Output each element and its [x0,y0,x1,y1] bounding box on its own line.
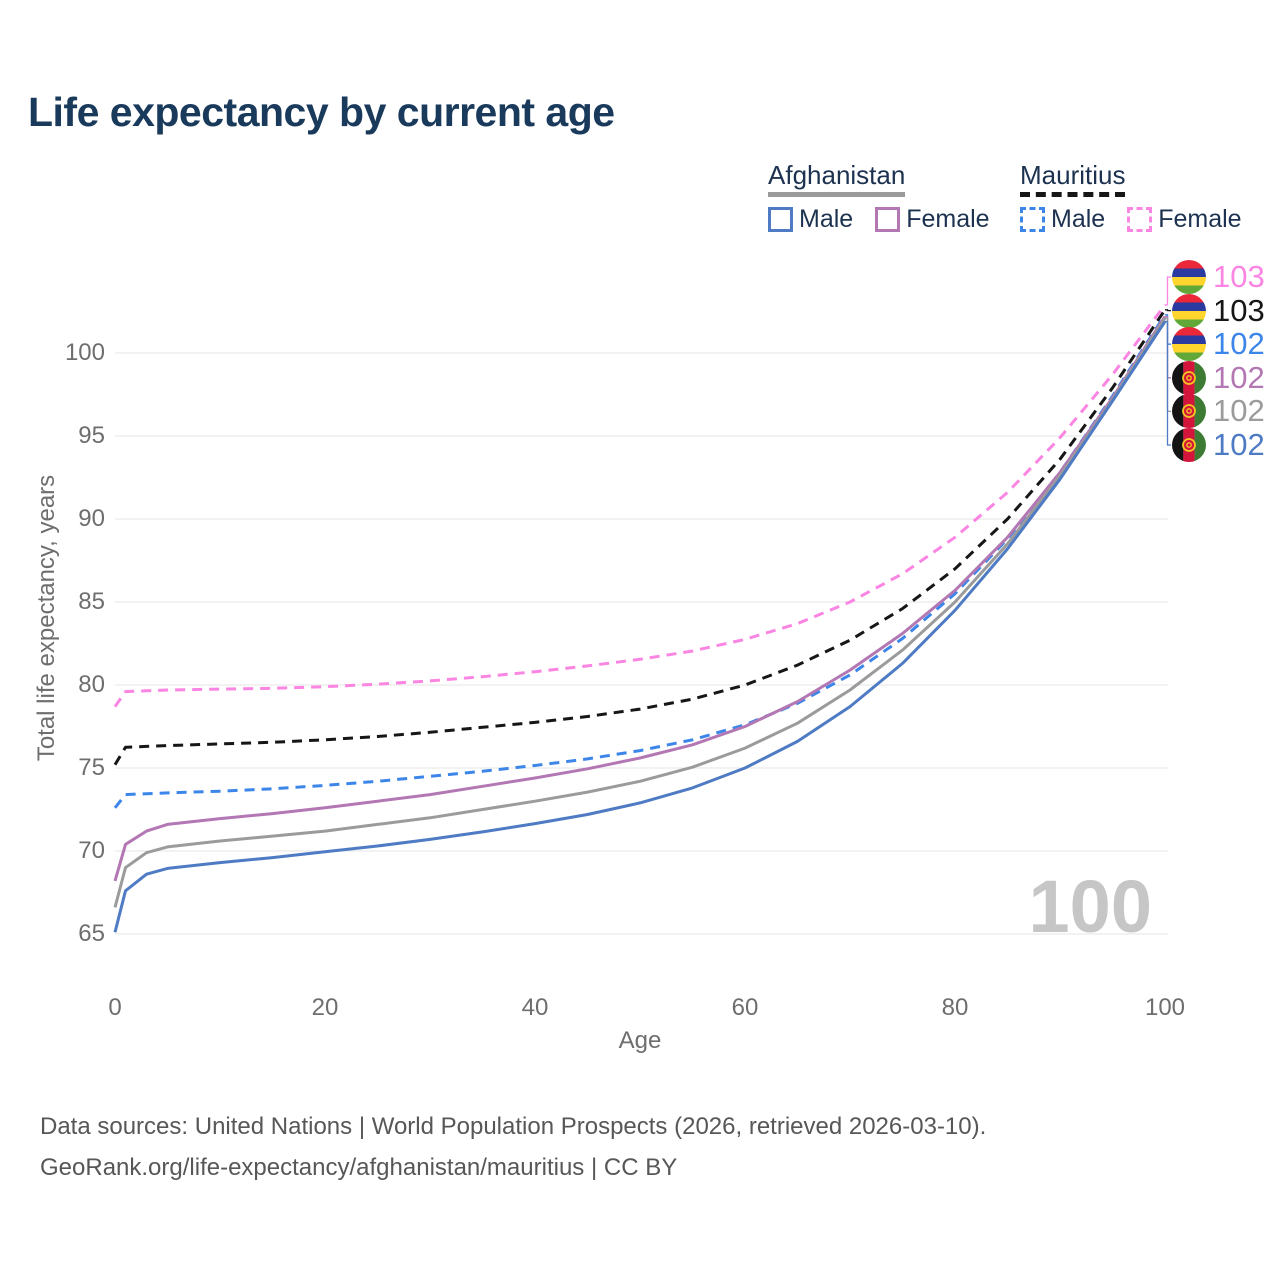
afghanistan-flag-icon [1172,428,1206,462]
end-value-afghanistan-both-sexes: 102 [1213,393,1265,429]
end-label-row-mauritius-both-sexes: 103 [1172,292,1265,328]
legend-country-afghanistan: Afghanistan [768,160,906,197]
legend-label-mauritius-male: Male [1051,205,1106,233]
end-value-afghanistan-female: 102 [1213,359,1265,395]
end-label-row-afghanistan-female: 102 [1172,359,1265,395]
end-value-mauritius-male: 102 [1213,326,1265,362]
x-tick-80: 80 [941,994,969,1021]
mauritius-male-swatch-icon [1020,206,1045,232]
x-tick-60: 60 [731,994,759,1021]
legend-item-mauritius-female[interactable]: Female [1127,205,1242,233]
x-tick-100: 100 [1144,994,1186,1021]
end-value-afghanistan-male: 102 [1213,427,1265,462]
afghanistan-male-swatch-icon [768,206,793,232]
series-line-mauritius-male [113,313,1167,809]
series-line-afghanistan-female [113,315,1167,882]
legend-group-mauritius: Mauritius Male Female [1020,160,1242,233]
end-label-row-mauritius-female: 103 [1172,260,1265,294]
legend-label-mauritius-female: Female [1158,205,1242,233]
end-label-row-afghanistan-both-sexes: 102 [1172,393,1265,429]
legend-item-mauritius-male[interactable]: Male [1020,205,1105,233]
legend-group-afghanistan: Afghanistan Male Female [768,160,990,233]
x-tick-40: 40 [521,994,549,1021]
y-tick-80: 80 [78,671,105,698]
afghanistan-flag-icon [1172,394,1206,429]
x-tick-20: 20 [311,994,339,1021]
leader-line-mauritius-female [1165,276,1171,306]
afghanistan-flag-icon [1172,360,1206,395]
footer-attribution: GeoRank.org/life-expectancy/afghanistan/… [40,1154,678,1181]
page-title: Life expectancy by current age [28,89,615,135]
legend-item-afghanistan-female[interactable]: Female [875,205,990,233]
end-value-mauritius-both-sexes: 103 [1213,292,1265,328]
end-value-mauritius-female: 103 [1213,259,1265,294]
age-watermark: 100 [1028,865,1152,948]
y-tick-95: 95 [78,422,105,449]
mauritius-flag-icon [1172,327,1206,362]
legend-country-mauritius: Mauritius [1020,160,1126,197]
legend-item-afghanistan-male[interactable]: Male [768,205,853,233]
end-label-row-afghanistan-male: 102 [1172,428,1265,462]
chart-legend: Afghanistan Male Female Mauritius Male [768,160,1280,240]
series-line-mauritius-both-sexes [113,308,1167,766]
y-tick-65: 65 [78,920,105,947]
y-tick-70: 70 [78,837,105,864]
x-tick-0: 0 [108,994,122,1021]
y-tick-75: 75 [78,754,105,781]
legend-label-afghanistan-female: Female [906,205,990,233]
end-label-row-mauritius-male: 102 [1172,326,1265,362]
y-tick-85: 85 [78,588,105,615]
series-line-afghanistan-male [113,320,1167,933]
legend-label-afghanistan-male: Male [799,205,854,233]
mauritius-flag-icon [1172,260,1206,294]
series-line-afghanistan-both-sexes [113,317,1167,908]
leader-line-afghanistan-male [1165,320,1171,446]
series-line-mauritius-female [113,303,1167,708]
leader-line-mauritius-both-sexes [1165,309,1171,312]
afghanistan-female-swatch-icon [875,206,901,232]
mauritius-female-swatch-icon [1127,206,1153,232]
y-tick-100: 100 [64,339,105,366]
footer-sources: Data sources: United Nations | World Pop… [40,1113,987,1140]
mauritius-flag-icon [1172,293,1206,328]
x-axis-title: Age [618,1027,662,1054]
y-tick-90: 90 [78,505,105,532]
footer: Data sources: United Nations | World Pop… [40,1106,986,1188]
